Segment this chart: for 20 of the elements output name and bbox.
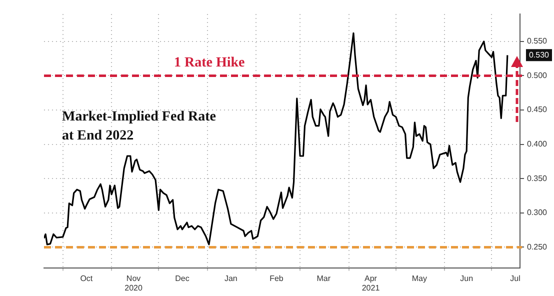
- annotation: 0.530: [528, 50, 550, 60]
- ref-line-label: 1 Rate Hike: [174, 55, 245, 70]
- y-tick-label: 0.450: [526, 105, 548, 114]
- x-tick-label: Oct: [80, 274, 94, 283]
- y-tick-label: 0.500: [526, 70, 548, 80]
- x-tick-label: Mar: [316, 274, 331, 283]
- x-tick-label: Apr 2021: [362, 274, 380, 292]
- y-tick-label: 0.400: [526, 140, 548, 149]
- y-tick-label: 0.300: [526, 208, 548, 218]
- x-tick-label: Jan: [224, 274, 238, 283]
- text: Market-Implied Fed Rate at End 2022: [62, 110, 216, 144]
- x-tick-label: Dec: [175, 274, 190, 283]
- x-tick-label: May: [412, 274, 428, 283]
- x-tick-label: Jun: [460, 274, 474, 283]
- y-tick-label: 0.550: [526, 36, 548, 46]
- y-tick-label: 0.250: [526, 242, 548, 252]
- x-tick-label: Jul: [510, 274, 521, 283]
- y-tick-label: 0.350: [526, 174, 548, 183]
- x-tick-label: Feb: [270, 274, 284, 283]
- x-tick-label: Nov 2020: [124, 274, 143, 292]
